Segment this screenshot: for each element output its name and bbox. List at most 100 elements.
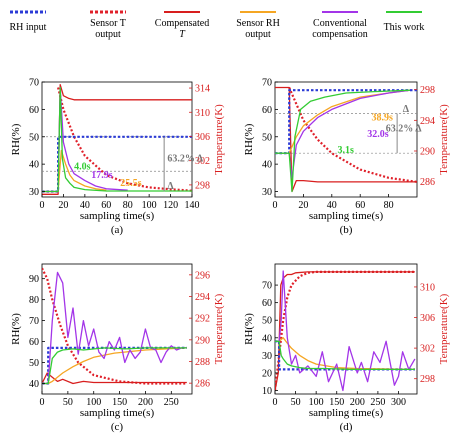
- y-tick-label: 40: [29, 160, 39, 171]
- y-tick-label: 80: [29, 295, 39, 306]
- y-tick-label: 50: [262, 132, 272, 143]
- series-line-sensor_t: [288, 87, 417, 183]
- x-axis-label: sampling time(s): [309, 210, 384, 222]
- series-group: [42, 84, 192, 195]
- series-line-comp_t: [275, 271, 415, 391]
- y-tick-label: 70: [262, 281, 272, 292]
- chart-panel-a: 30 40 50 60 70 298 302 306 310 314 0 20 40 60 80 100 120…: [10, 78, 225, 237]
- annotation-label: 17.9s: [91, 170, 113, 181]
- y-tick-label: 10: [262, 386, 272, 397]
- x-axis-label: sampling time(s): [80, 210, 155, 222]
- x-tick-label: 100: [309, 397, 324, 408]
- y-tick-label: 60: [262, 298, 272, 309]
- x-tick-label: 50: [63, 397, 73, 408]
- x-tick-label: 200: [138, 397, 153, 408]
- y2-tick-label: 298: [420, 374, 435, 385]
- x-tick-label: 0: [40, 397, 45, 408]
- y-tick-label: 40: [262, 333, 272, 344]
- y-tick-label: 70: [262, 78, 272, 89]
- y-tick-label: 60: [262, 105, 272, 116]
- y2-axis-label: Temperature(K): [438, 104, 450, 175]
- y2-tick-label: 298: [420, 85, 435, 96]
- x-tick-label: 120: [163, 200, 178, 211]
- y2-axis-label: Temperature(K): [213, 293, 225, 364]
- legend-label-0: RH input: [10, 22, 47, 33]
- y2-tick-label: 298: [195, 180, 210, 191]
- plot-frame: [41, 81, 193, 198]
- annotation-label: 4.0s: [74, 162, 91, 173]
- x-tick-label: 80: [123, 200, 133, 211]
- x-tick-label: 0: [273, 200, 278, 211]
- series-line-rh_input: [42, 346, 187, 385]
- y2-tick-label: 310: [195, 108, 210, 119]
- series-line-sensor_t: [57, 87, 192, 192]
- y2-tick-label: 302: [195, 156, 210, 167]
- x-tick-label: 40: [80, 200, 90, 211]
- x-tick-label: 200: [350, 397, 365, 408]
- y-tick-label: 30: [262, 351, 272, 362]
- y-tick-label: 40: [262, 160, 272, 171]
- x-tick-label: 150: [112, 397, 127, 408]
- panel-caption: (b): [340, 224, 353, 236]
- x-tick-label: 50: [291, 397, 301, 408]
- y-tick-label: 70: [29, 316, 39, 327]
- x-tick-label: 0: [40, 200, 45, 211]
- x-tick-label: 20: [58, 200, 68, 211]
- annotation-label: 63.2% Δ: [386, 123, 422, 134]
- series-line-sensor_rh: [42, 149, 107, 193]
- series-line-this_work: [275, 340, 415, 371]
- panel-caption: (a): [111, 224, 124, 236]
- y-tick-label: 50: [262, 316, 272, 327]
- series-line-this_work: [42, 86, 192, 193]
- series-line-this_work: [42, 347, 187, 385]
- x-tick-label: 250: [370, 397, 385, 408]
- y-tick-label: 60: [29, 105, 39, 116]
- y2-tick-label: 286: [420, 177, 435, 188]
- annotation-label: Δ: [403, 104, 410, 115]
- series-group: [42, 267, 187, 385]
- y2-tick-label: 306: [195, 132, 210, 143]
- y2-tick-label: 294: [420, 116, 435, 127]
- x-tick-label: 80: [384, 200, 394, 211]
- y-tick-label: 30: [262, 187, 272, 198]
- x-tick-label: 100: [142, 200, 157, 211]
- y2-tick-label: 306: [420, 313, 435, 324]
- legend-label-5: This work: [384, 22, 425, 33]
- y-axis-label: RH(%): [243, 123, 255, 155]
- chart-panel-b: 30 40 50 60 70 286 290 294 298 0 20 40 60 80sampling …: [243, 78, 450, 237]
- y2-tick-label: 290: [195, 335, 210, 346]
- y-tick-label: 50: [29, 132, 39, 143]
- x-tick-label: 0: [273, 397, 278, 408]
- x-tick-label: 250: [164, 397, 179, 408]
- series-line-sensor_rh: [275, 337, 415, 371]
- x-axis-label: sampling time(s): [80, 407, 155, 419]
- y2-tick-label: 294: [195, 292, 210, 303]
- y-tick-label: 30: [29, 187, 39, 198]
- x-tick-label: 140: [185, 200, 200, 211]
- y2-axis-label: Temperature(K): [213, 104, 225, 175]
- y2-tick-label: 292: [195, 314, 210, 325]
- y2-axis-label: Temperature(K): [438, 293, 450, 364]
- x-tick-label: 300: [391, 397, 406, 408]
- x-tick-label: 60: [355, 200, 365, 211]
- x-tick-label: 150: [329, 397, 344, 408]
- y-tick-label: 20: [262, 368, 272, 379]
- series-line-comp_t: [275, 86, 417, 193]
- y-tick-label: 40: [29, 379, 39, 390]
- y-tick-label: 60: [29, 337, 39, 348]
- annotation-label: 38.9s: [372, 112, 394, 123]
- series-group: [275, 86, 417, 193]
- x-tick-label: 60: [101, 200, 111, 211]
- y-axis-label: RH(%): [10, 123, 22, 155]
- y-tick-label: 50: [29, 358, 39, 369]
- y2-tick-label: 302: [420, 344, 435, 355]
- series-line-conv: [275, 270, 416, 392]
- chart-panel-d: 10 20 30 40 50 60 70 298 302 306 310 0 50 100 150 200 25…: [243, 263, 450, 433]
- panel-caption: (d): [340, 421, 353, 433]
- plot-frame: [274, 263, 418, 395]
- y2-tick-label: 314: [195, 84, 210, 95]
